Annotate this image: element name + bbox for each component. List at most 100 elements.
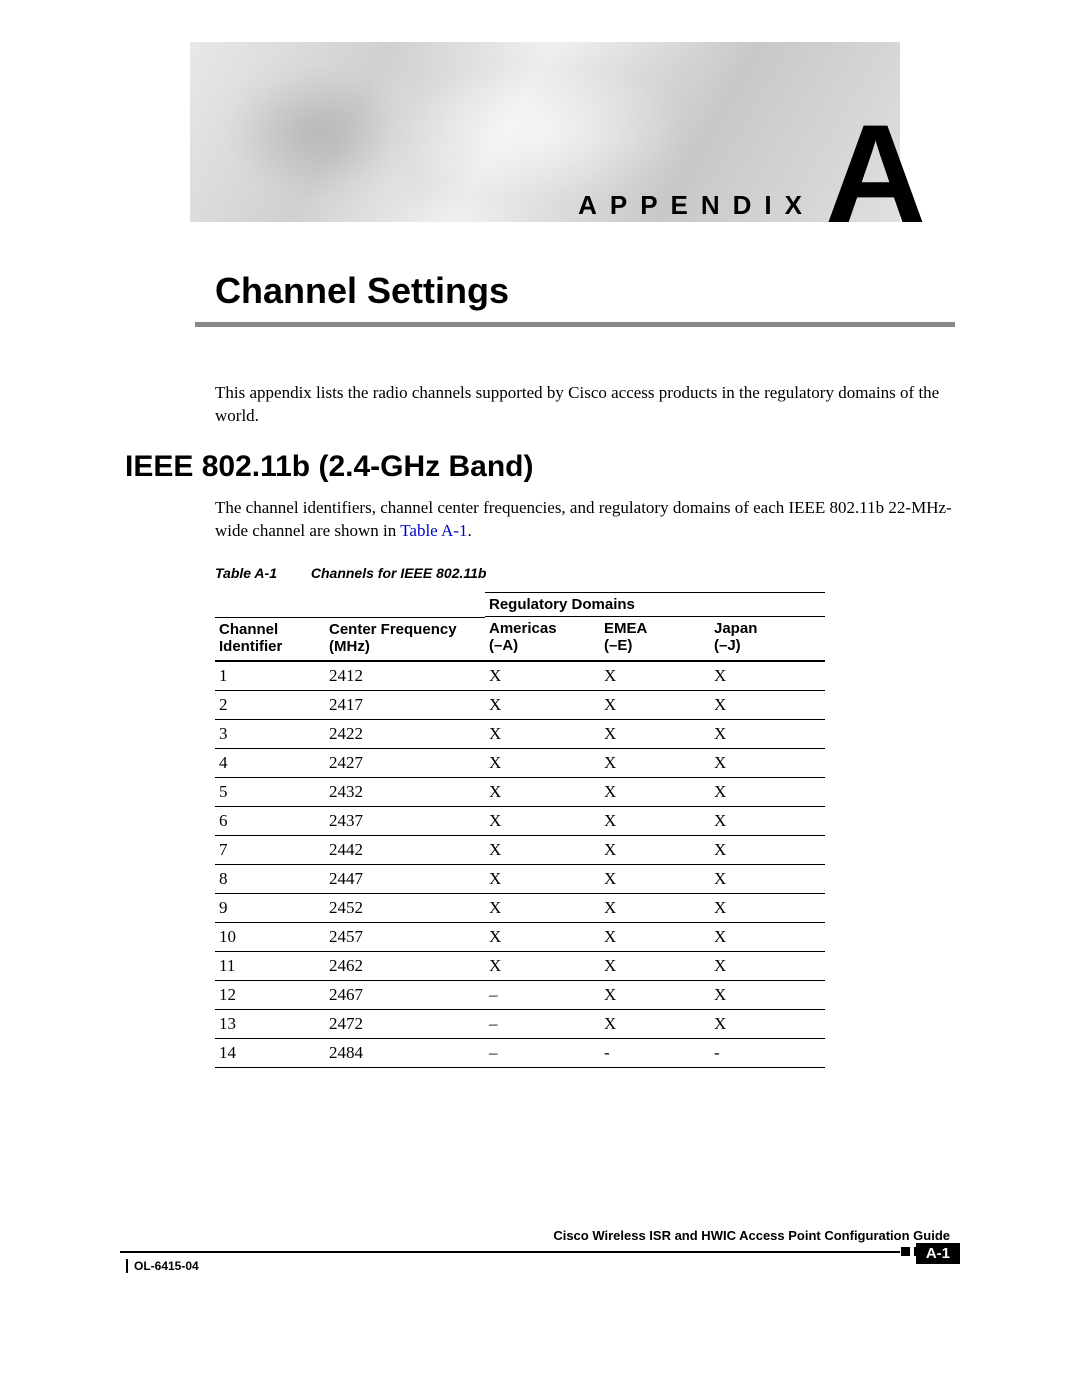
cell-japan: X [710, 778, 825, 807]
table-caption: Table A-1 Channels for IEEE 802.11b [215, 565, 486, 581]
cell-americas: X [485, 662, 600, 691]
cell-channel-id: 14 [215, 1039, 325, 1068]
cell-japan: X [710, 952, 825, 981]
table-row: 142484–-- [215, 1039, 825, 1068]
cell-emea: X [600, 749, 710, 778]
cell-americas: X [485, 778, 600, 807]
cell-center-freq: 2457 [325, 923, 485, 952]
table-row: 72442XXX [215, 836, 825, 865]
doc-id: OL-6415-04 [126, 1259, 199, 1273]
cell-americas: X [485, 691, 600, 720]
footer-rule: A-1 OL-6415-04 [120, 1245, 960, 1267]
cell-japan: X [710, 923, 825, 952]
section-heading: IEEE 802.11b (2.4-GHz Band) [125, 450, 533, 484]
col-label: Identifier [219, 638, 282, 655]
page-number-badge: A-1 [916, 1243, 960, 1264]
cell-japan: X [710, 720, 825, 749]
cell-americas: X [485, 807, 600, 836]
cell-emea: X [600, 836, 710, 865]
cell-center-freq: 2452 [325, 894, 485, 923]
cell-americas: X [485, 894, 600, 923]
section-text-b: . [467, 521, 471, 540]
cell-emea: X [600, 981, 710, 1010]
regulatory-domains-header: Regulatory Domains [485, 592, 825, 617]
intro-paragraph: This appendix lists the radio channels s… [215, 382, 955, 428]
col-label: Channel [219, 621, 278, 638]
cell-center-freq: 2484 [325, 1039, 485, 1068]
cell-americas: X [485, 865, 600, 894]
cell-americas: X [485, 836, 600, 865]
cell-center-freq: 2472 [325, 1010, 485, 1039]
channels-table: Regulatory Domains Channel Identifier Ce… [215, 592, 825, 1068]
hdr-spacer [215, 592, 325, 617]
cell-channel-id: 8 [215, 865, 325, 894]
cell-emea: X [600, 662, 710, 691]
cell-japan: X [710, 1010, 825, 1039]
cell-americas: – [485, 981, 600, 1010]
cell-japan: X [710, 981, 825, 1010]
table-row: 82447XXX [215, 865, 825, 894]
cell-channel-id: 10 [215, 923, 325, 952]
footer-square-icon [901, 1247, 910, 1256]
table-body: 12412XXX22417XXX32422XXX42427XXX52432XXX… [215, 662, 825, 1068]
table-row: 112462XXX [215, 952, 825, 981]
cell-americas: X [485, 923, 600, 952]
cell-channel-id: 9 [215, 894, 325, 923]
col-label: Center Frequency [329, 621, 457, 638]
table-row: 52432XXX [215, 778, 825, 807]
table-row: 32422XXX [215, 720, 825, 749]
cell-center-freq: 2427 [325, 749, 485, 778]
table-header-group-row: Regulatory Domains [215, 592, 825, 617]
section-text-a: The channel identifiers, channel center … [215, 498, 952, 540]
cell-japan: X [710, 662, 825, 691]
cell-japan: X [710, 691, 825, 720]
col-label: (MHz) [329, 638, 370, 655]
cell-emea: X [600, 952, 710, 981]
table-caption-title: Channels for IEEE 802.11b [311, 565, 487, 581]
col-label: (–E) [604, 637, 632, 654]
table-row: 132472–XX [215, 1010, 825, 1039]
col-label: Japan [714, 620, 757, 637]
cell-japan: X [710, 865, 825, 894]
col-center-freq: Center Frequency (MHz) [325, 617, 485, 662]
col-emea: EMEA (–E) [600, 617, 710, 662]
cell-channel-id: 4 [215, 749, 325, 778]
table-row: 122467–XX [215, 981, 825, 1010]
cell-americas: X [485, 952, 600, 981]
cell-channel-id: 6 [215, 807, 325, 836]
table-row: 12412XXX [215, 662, 825, 691]
cell-emea: X [600, 865, 710, 894]
appendix-word: APPENDIX [190, 190, 815, 221]
cell-center-freq: 2467 [325, 981, 485, 1010]
cell-emea: X [600, 691, 710, 720]
cell-center-freq: 2422 [325, 720, 485, 749]
cell-center-freq: 2412 [325, 662, 485, 691]
cell-center-freq: 2462 [325, 952, 485, 981]
col-label: (–J) [714, 637, 741, 654]
appendix-letter: A [825, 104, 926, 244]
cell-americas: – [485, 1039, 600, 1068]
cell-channel-id: 13 [215, 1010, 325, 1039]
table-header-row: Channel Identifier Center Frequency (MHz… [215, 617, 825, 662]
table-row: 42427XXX [215, 749, 825, 778]
cell-emea: X [600, 807, 710, 836]
footer-rule-line [120, 1251, 900, 1253]
cell-channel-id: 11 [215, 952, 325, 981]
table-caption-number: Table A-1 [215, 565, 277, 581]
table-ref-link[interactable]: Table A-1 [400, 521, 467, 540]
title-rule [195, 322, 955, 327]
table-row: 102457XXX [215, 923, 825, 952]
cell-emea: X [600, 720, 710, 749]
cell-channel-id: 3 [215, 720, 325, 749]
col-americas: Americas (–A) [485, 617, 600, 662]
cell-emea: X [600, 778, 710, 807]
col-channel-id: Channel Identifier [215, 617, 325, 662]
table-row: 22417XXX [215, 691, 825, 720]
col-label: (–A) [489, 637, 518, 654]
page: APPENDIX A Channel Settings This appendi… [0, 0, 1080, 1397]
cell-emea: X [600, 1010, 710, 1039]
cell-emea: X [600, 894, 710, 923]
cell-center-freq: 2417 [325, 691, 485, 720]
chapter-title: Channel Settings [215, 270, 509, 312]
cell-americas: X [485, 749, 600, 778]
